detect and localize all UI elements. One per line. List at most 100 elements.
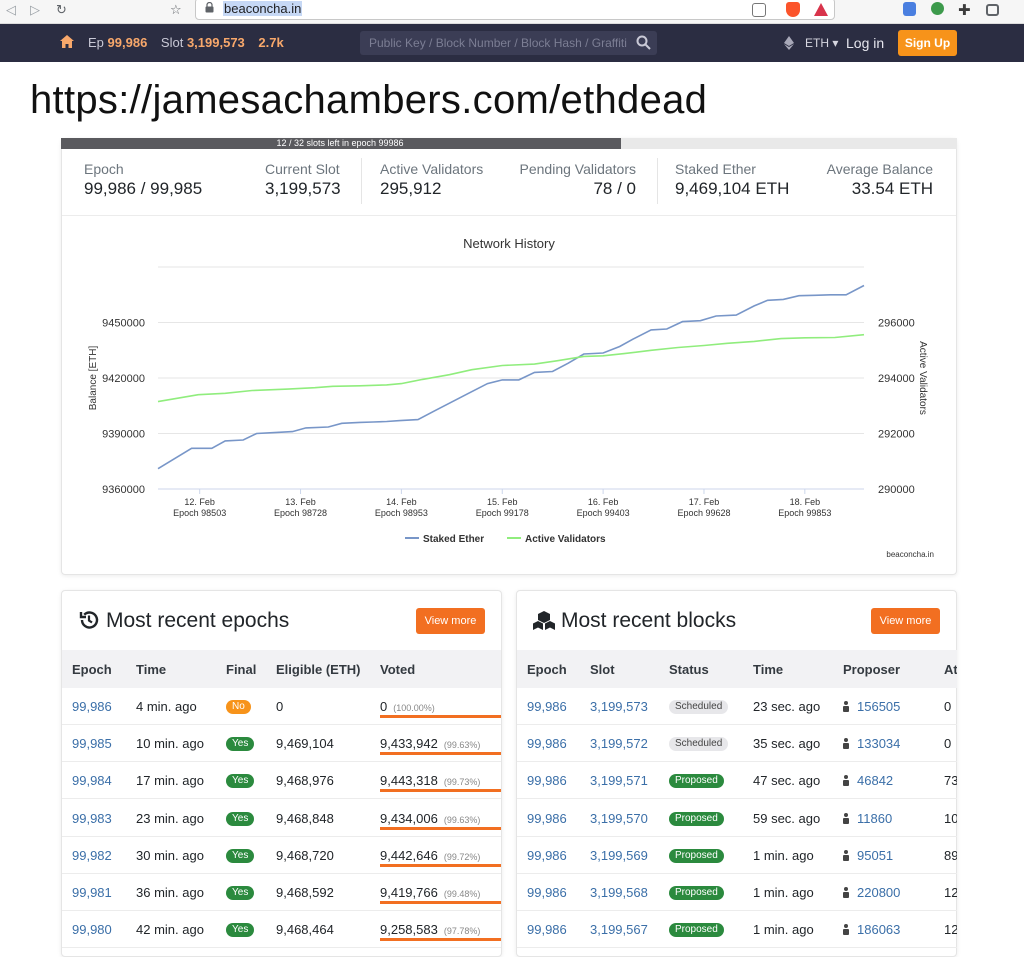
epoch-link[interactable]: 99,986 bbox=[527, 885, 567, 900]
series-line-1 bbox=[157, 333, 865, 403]
x-tick-epoch: Epoch 98503 bbox=[173, 508, 226, 518]
chart-series bbox=[157, 284, 865, 470]
y-tick-label: 9390000 bbox=[102, 429, 145, 441]
col-time[interactable]: Time bbox=[753, 662, 784, 677]
slot-link[interactable]: 3,199,568 bbox=[590, 885, 648, 900]
currency-dropdown[interactable]: ETH ▾ bbox=[805, 36, 838, 50]
brave-rewards-icon[interactable] bbox=[814, 3, 828, 16]
slot-link[interactable]: 3,199,571 bbox=[590, 773, 648, 789]
overlay-url-text: https://jamesachambers.com/ethdead bbox=[30, 78, 708, 122]
slot-link[interactable]: 3,199,569 bbox=[590, 847, 648, 863]
epoch-link[interactable]: 99,986 bbox=[527, 773, 567, 789]
proposer-link[interactable]: 220800 bbox=[843, 885, 900, 900]
proposer-link[interactable]: 186063 bbox=[843, 922, 900, 937]
chart-legend[interactable]: Staked Ether Active Validators bbox=[405, 534, 606, 545]
slot-link[interactable]: 3,199,570 bbox=[590, 810, 648, 826]
epoch-slot-summary: Ep 99,986 Slot 3,199,573 2.7k bbox=[88, 35, 284, 50]
slot-link[interactable]: 3,199,567 bbox=[590, 922, 648, 938]
voted-cell: 9,433,942 (99.63%) bbox=[380, 736, 480, 751]
address-bar[interactable] bbox=[195, 0, 835, 20]
block-time: 59 sec. ago bbox=[753, 810, 821, 826]
history-icon bbox=[79, 611, 99, 629]
translate-icon[interactable] bbox=[903, 2, 916, 16]
proposer-link[interactable]: 11860 bbox=[843, 811, 892, 826]
url-text[interactable]: beaconcha.in bbox=[223, 1, 303, 16]
slot-value[interactable]: 3,199,573 bbox=[186, 35, 245, 50]
stat-value: 9,469,104 ETH bbox=[675, 179, 790, 198]
back-icon[interactable]: ◁ bbox=[6, 3, 16, 18]
epoch-link[interactable]: 99,986 bbox=[527, 810, 567, 826]
epoch-value[interactable]: 99,986 bbox=[107, 35, 148, 50]
status-badge: Proposed bbox=[669, 774, 724, 789]
col-attestations[interactable]: At bbox=[944, 662, 957, 677]
col-final[interactable]: Final bbox=[226, 662, 257, 677]
search-icon[interactable] bbox=[636, 35, 651, 50]
search-input[interactable]: Public Key / Block Number / Block Hash /… bbox=[360, 31, 657, 55]
chart-gridlines bbox=[158, 266, 864, 490]
epoch-link[interactable]: 99,984 bbox=[72, 773, 112, 789]
col-slot[interactable]: Slot bbox=[590, 662, 615, 677]
x-tick-epoch: Epoch 98953 bbox=[375, 508, 428, 518]
validator-icon bbox=[843, 849, 849, 861]
chart-credit[interactable]: beaconcha.in bbox=[886, 550, 934, 559]
x-tick-date: 17. Feb bbox=[689, 497, 720, 507]
epochs-view-more-button[interactable]: View more bbox=[416, 608, 485, 634]
reload-icon[interactable]: ↻ bbox=[56, 3, 67, 18]
epoch-link[interactable]: 99,985 bbox=[72, 736, 112, 752]
proposer-index[interactable]: 133034 bbox=[857, 736, 901, 752]
blocks-view-more-button[interactable]: View more bbox=[871, 608, 940, 634]
stat-divider bbox=[361, 158, 362, 204]
block-time: 47 sec. ago bbox=[753, 773, 821, 789]
table-row: 99,982 30 min. ago Yes 9,468,720 9,442,6… bbox=[62, 837, 501, 874]
epoch-link[interactable]: 99,986 bbox=[527, 922, 567, 938]
proposer-index[interactable]: 220800 bbox=[857, 885, 901, 900]
puzzle-icon[interactable]: ✚ bbox=[958, 1, 971, 19]
proposer-index[interactable]: 186063 bbox=[857, 922, 901, 938]
home-icon[interactable] bbox=[60, 35, 74, 48]
col-voted[interactable]: Voted bbox=[380, 662, 416, 677]
epoch-link[interactable]: 99,986 bbox=[72, 699, 112, 714]
col-status[interactable]: Status bbox=[669, 662, 709, 677]
voted-progress-bar bbox=[380, 789, 501, 793]
stat-current-slot: Current Slot 3,199,573 bbox=[265, 161, 341, 199]
y2-tick-label: 290000 bbox=[878, 484, 915, 496]
eligible-value: 9,468,592 bbox=[276, 885, 334, 900]
proposer-index[interactable]: 46842 bbox=[857, 773, 894, 789]
proposer-link[interactable]: 46842 bbox=[843, 773, 893, 788]
proposer-index[interactable]: 11860 bbox=[857, 810, 893, 826]
slot-link[interactable]: 3,199,573 bbox=[590, 699, 648, 714]
slot-link[interactable]: 3,199,572 bbox=[590, 736, 648, 752]
signup-button[interactable]: Sign Up bbox=[898, 30, 957, 56]
table-row: 99,983 23 min. ago Yes 9,468,848 9,434,0… bbox=[62, 800, 501, 837]
blocks-panel-title: Most recent blocks bbox=[561, 609, 737, 632]
table-row: 99,986 3,199,572 Scheduled 35 sec. ago 1… bbox=[517, 725, 957, 763]
proposer-link[interactable]: 133034 bbox=[843, 736, 900, 751]
series-line-0 bbox=[157, 284, 865, 470]
epoch-link[interactable]: 99,986 bbox=[527, 699, 567, 714]
forward-icon[interactable]: ▷ bbox=[30, 3, 40, 18]
epoch-link[interactable]: 99,981 bbox=[72, 885, 112, 900]
qr-icon[interactable] bbox=[752, 3, 766, 17]
bookmark-icon[interactable]: ☆ bbox=[170, 3, 182, 18]
epoch-link[interactable]: 99,986 bbox=[527, 736, 567, 752]
col-proposer[interactable]: Proposer bbox=[843, 662, 901, 677]
brave-shield-icon[interactable] bbox=[786, 2, 800, 17]
col-epoch[interactable]: Epoch bbox=[527, 662, 567, 677]
epoch-link[interactable]: 99,980 bbox=[72, 922, 112, 938]
col-epoch[interactable]: Epoch bbox=[72, 662, 112, 677]
proposer-index[interactable]: 95051 bbox=[857, 847, 894, 863]
wallet-icon[interactable] bbox=[986, 4, 999, 16]
col-time[interactable]: Time bbox=[136, 662, 167, 677]
epoch-link[interactable]: 99,986 bbox=[527, 847, 567, 863]
epoch-link[interactable]: 99,982 bbox=[72, 847, 112, 863]
stat-pending-validators: Pending Validators 78 / 0 bbox=[519, 161, 636, 199]
epoch-link[interactable]: 99,983 bbox=[72, 810, 112, 826]
col-eligible[interactable]: Eligible (ETH) bbox=[276, 662, 361, 677]
extension-icon[interactable] bbox=[931, 2, 944, 15]
stat-active-validators: Active Validators 295,912 bbox=[380, 161, 483, 199]
final-badge: Yes bbox=[226, 923, 255, 938]
proposer-link[interactable]: 156505 bbox=[843, 699, 900, 714]
proposer-link[interactable]: 95051 bbox=[843, 848, 893, 863]
proposer-index[interactable]: 156505 bbox=[857, 699, 901, 714]
login-link[interactable]: Log in bbox=[846, 35, 885, 51]
